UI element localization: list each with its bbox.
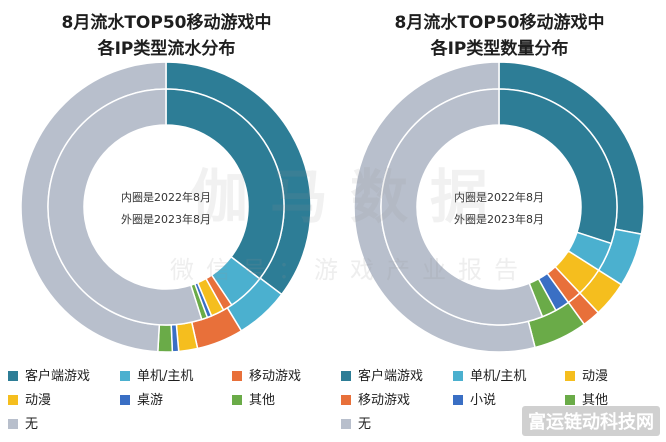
chart-title-line2: 各IP类型流水分布 <box>97 39 236 59</box>
legend-item-console: 单机/主机 <box>453 368 526 386</box>
legend-swatch <box>565 395 575 405</box>
legend-label: 其他 <box>582 393 609 408</box>
legend-label: 其他 <box>249 393 276 408</box>
legend-item-mobile-game: 移动游戏 <box>232 368 301 386</box>
donut-center <box>417 125 581 289</box>
center-label: 内圈是2022年8月 <box>121 190 211 204</box>
legend-item-client-game: 客户端游戏 <box>341 368 423 386</box>
footer-watermark: 富运链动科技网 <box>522 406 660 436</box>
legend-item-anime: 动漫 <box>8 392 51 410</box>
legend-label: 小说 <box>470 393 497 408</box>
legend-swatch <box>8 419 18 429</box>
legend-swatch <box>232 395 242 405</box>
legend-item-other: 其他 <box>565 392 608 410</box>
legend-item-none: 无 <box>341 416 371 434</box>
legend-item-other: 其他 <box>232 392 275 410</box>
legend-swatch <box>341 419 351 429</box>
legend-swatch <box>120 395 130 405</box>
legend-label: 单机/主机 <box>470 369 527 384</box>
legend-label: 桌游 <box>137 393 164 408</box>
donut-center <box>84 125 248 289</box>
chart-panel-flow: 8月流水TOP50移动游戏中 各IP类型流水分布 内圈是2022年8月 外圈是20… <box>0 10 333 434</box>
chart-title: 8月流水TOP50移动游戏中 各IP类型数量分布 <box>333 10 666 62</box>
legend-item-board-game: 桌游 <box>120 392 163 410</box>
legend-swatch <box>232 371 242 381</box>
legend-item-mobile-game: 移动游戏 <box>341 392 410 410</box>
legend-item-client-game: 客户端游戏 <box>8 368 90 386</box>
legend-swatch <box>8 371 18 381</box>
legend-label: 无 <box>358 417 372 432</box>
legend-label: 动漫 <box>25 393 52 408</box>
legend-swatch <box>341 371 351 381</box>
center-label: 外圈是2023年8月 <box>454 212 544 226</box>
legend-label: 单机/主机 <box>137 369 194 384</box>
legend-item-novel: 小说 <box>453 392 496 410</box>
chart-title-line1: 8月流水TOP50移动游戏中 <box>394 13 605 33</box>
chart-title-line2: 各IP类型数量分布 <box>430 39 569 59</box>
legend-swatch <box>453 395 463 405</box>
legend-label: 移动游戏 <box>249 369 302 384</box>
chart-title-line1: 8月流水TOP50移动游戏中 <box>61 13 272 33</box>
legend-swatch <box>565 371 575 381</box>
legend-label: 无 <box>25 417 39 432</box>
legend-item-console: 单机/主机 <box>120 368 193 386</box>
legend-item-anime: 动漫 <box>565 368 608 386</box>
legend-swatch <box>120 371 130 381</box>
chart-panel-count: 8月流水TOP50移动游戏中 各IP类型数量分布 内圈是2022年8月 外圈是20… <box>333 0 666 442</box>
legend-label: 客户端游戏 <box>25 369 91 384</box>
legend-label: 动漫 <box>582 369 609 384</box>
legend-swatch <box>453 371 463 381</box>
legend-label: 移动游戏 <box>358 393 411 408</box>
legend-swatch <box>341 395 351 405</box>
legend-label: 客户端游戏 <box>358 369 424 384</box>
legend-item-none: 无 <box>8 416 38 434</box>
chart-title: 8月流水TOP50移动游戏中 各IP类型流水分布 <box>0 10 333 62</box>
outer-slice-other <box>157 324 174 353</box>
center-label: 内圈是2022年8月 <box>454 190 544 204</box>
legend-swatch <box>8 395 18 405</box>
center-label: 外圈是2023年8月 <box>121 212 211 226</box>
